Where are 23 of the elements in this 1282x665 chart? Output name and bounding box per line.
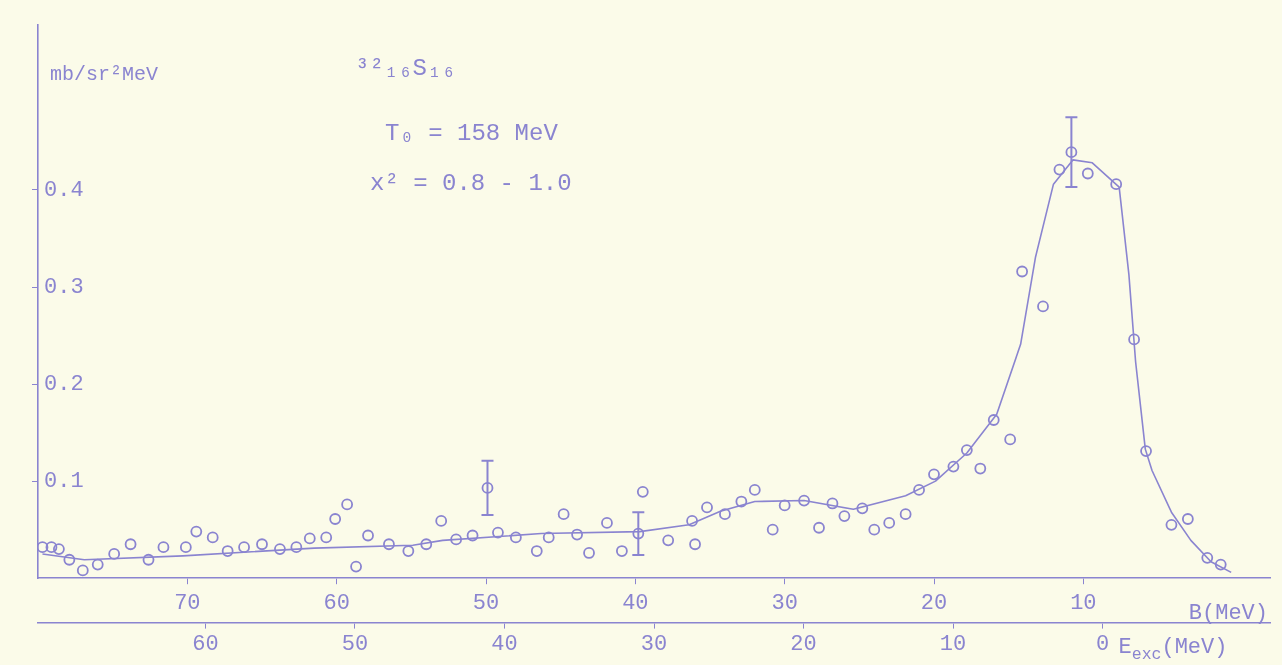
y-axis-title: mb/sr²MeV: [50, 63, 159, 86]
x-axis-title: B(MeV): [1188, 600, 1269, 626]
y-tick-label: 0.2: [44, 371, 84, 397]
x2-tick-label: 50: [341, 631, 369, 657]
x2-tick-label: 10: [939, 631, 967, 657]
annotation: ³²₁₆S₁₆: [355, 55, 456, 82]
annotation: x² = 0.8 - 1.0: [370, 170, 572, 197]
x-tick-label: 30: [771, 591, 798, 617]
y-tick-label: 0.4: [44, 177, 84, 203]
annotation: T₀ = 158 MeV: [385, 120, 559, 147]
x2-tick-label: 40: [491, 631, 518, 657]
x2-tick-label: 20: [790, 631, 817, 657]
x2-tick-label: 60: [192, 631, 219, 657]
x2-tick-label: 0: [1095, 631, 1110, 657]
x-tick-label: 40: [622, 591, 649, 617]
x-tick-label: 20: [920, 591, 948, 617]
y-tick-label: 0.1: [44, 468, 84, 494]
y-tick-label: 0.3: [44, 274, 84, 300]
x2-tick-label: 30: [640, 631, 668, 657]
x-tick-label: 10: [1070, 591, 1097, 617]
x-tick-label: 50: [472, 591, 500, 617]
x-tick-label: 70: [174, 591, 201, 617]
x-tick-label: 60: [323, 591, 350, 617]
